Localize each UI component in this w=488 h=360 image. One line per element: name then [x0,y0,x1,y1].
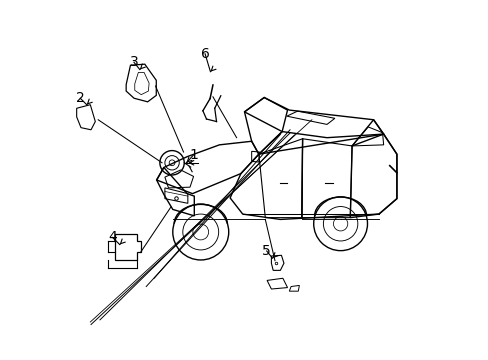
Text: 3: 3 [129,55,138,69]
Text: 2: 2 [76,91,84,105]
Text: 6: 6 [200,47,209,61]
Text: 4: 4 [108,230,117,244]
Text: 1: 1 [189,148,198,162]
Text: 5: 5 [262,244,270,258]
